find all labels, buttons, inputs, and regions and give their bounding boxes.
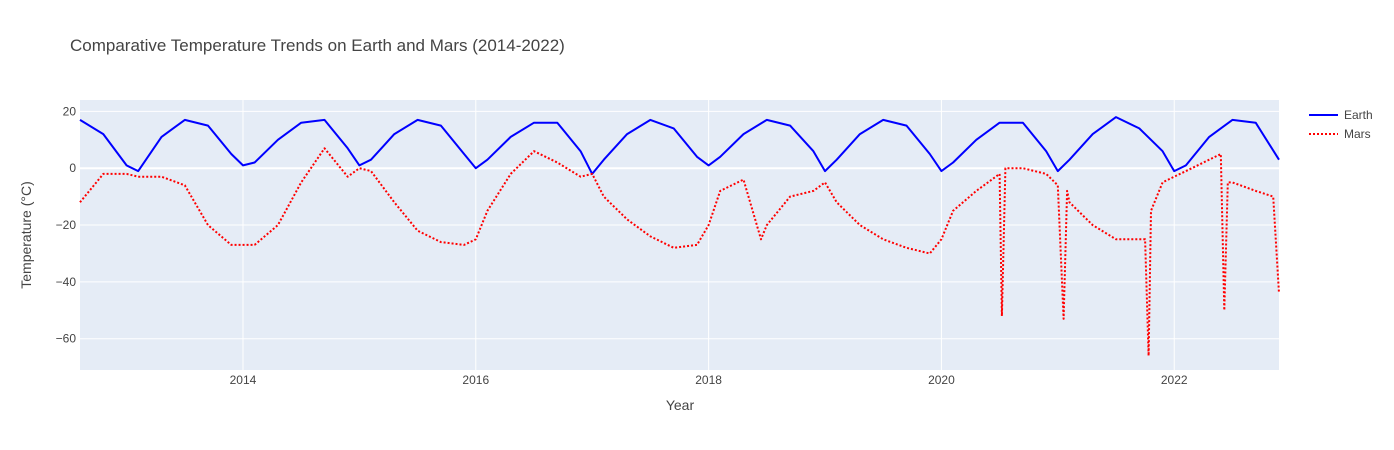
y-tick-label: 0: [69, 161, 76, 175]
x-tick-label: 2020: [928, 373, 955, 387]
x-tick-label: 2016: [462, 373, 489, 387]
x-tick-labels: 2014 2016 2018 2020 2022: [230, 373, 1188, 387]
grid-lines: [80, 100, 1279, 370]
x-tick-label: 2018: [695, 373, 722, 387]
legend: Earth Mars: [1309, 108, 1373, 141]
series-line-mars: [79, 147, 1280, 357]
y-tick-label: −20: [56, 218, 77, 232]
x-tick-label: 2014: [230, 373, 257, 387]
chart-title: Comparative Temperature Trends on Earth …: [70, 36, 565, 55]
y-tick-label: 20: [63, 104, 77, 118]
y-tick-label: −40: [56, 275, 77, 289]
series-line-earth: [79, 116, 1280, 175]
plot-area: [80, 100, 1279, 370]
y-tick-labels: 20 0 −20 −40 −60: [56, 104, 77, 345]
y-tick-label: −60: [56, 332, 77, 346]
x-axis-title: Year: [666, 397, 695, 413]
y-axis-title: Temperature (°C): [18, 181, 34, 289]
x-tick-label: 2022: [1161, 373, 1188, 387]
series-group: [79, 116, 1280, 357]
legend-label-earth: Earth: [1344, 108, 1373, 122]
legend-label-mars: Mars: [1344, 127, 1371, 141]
